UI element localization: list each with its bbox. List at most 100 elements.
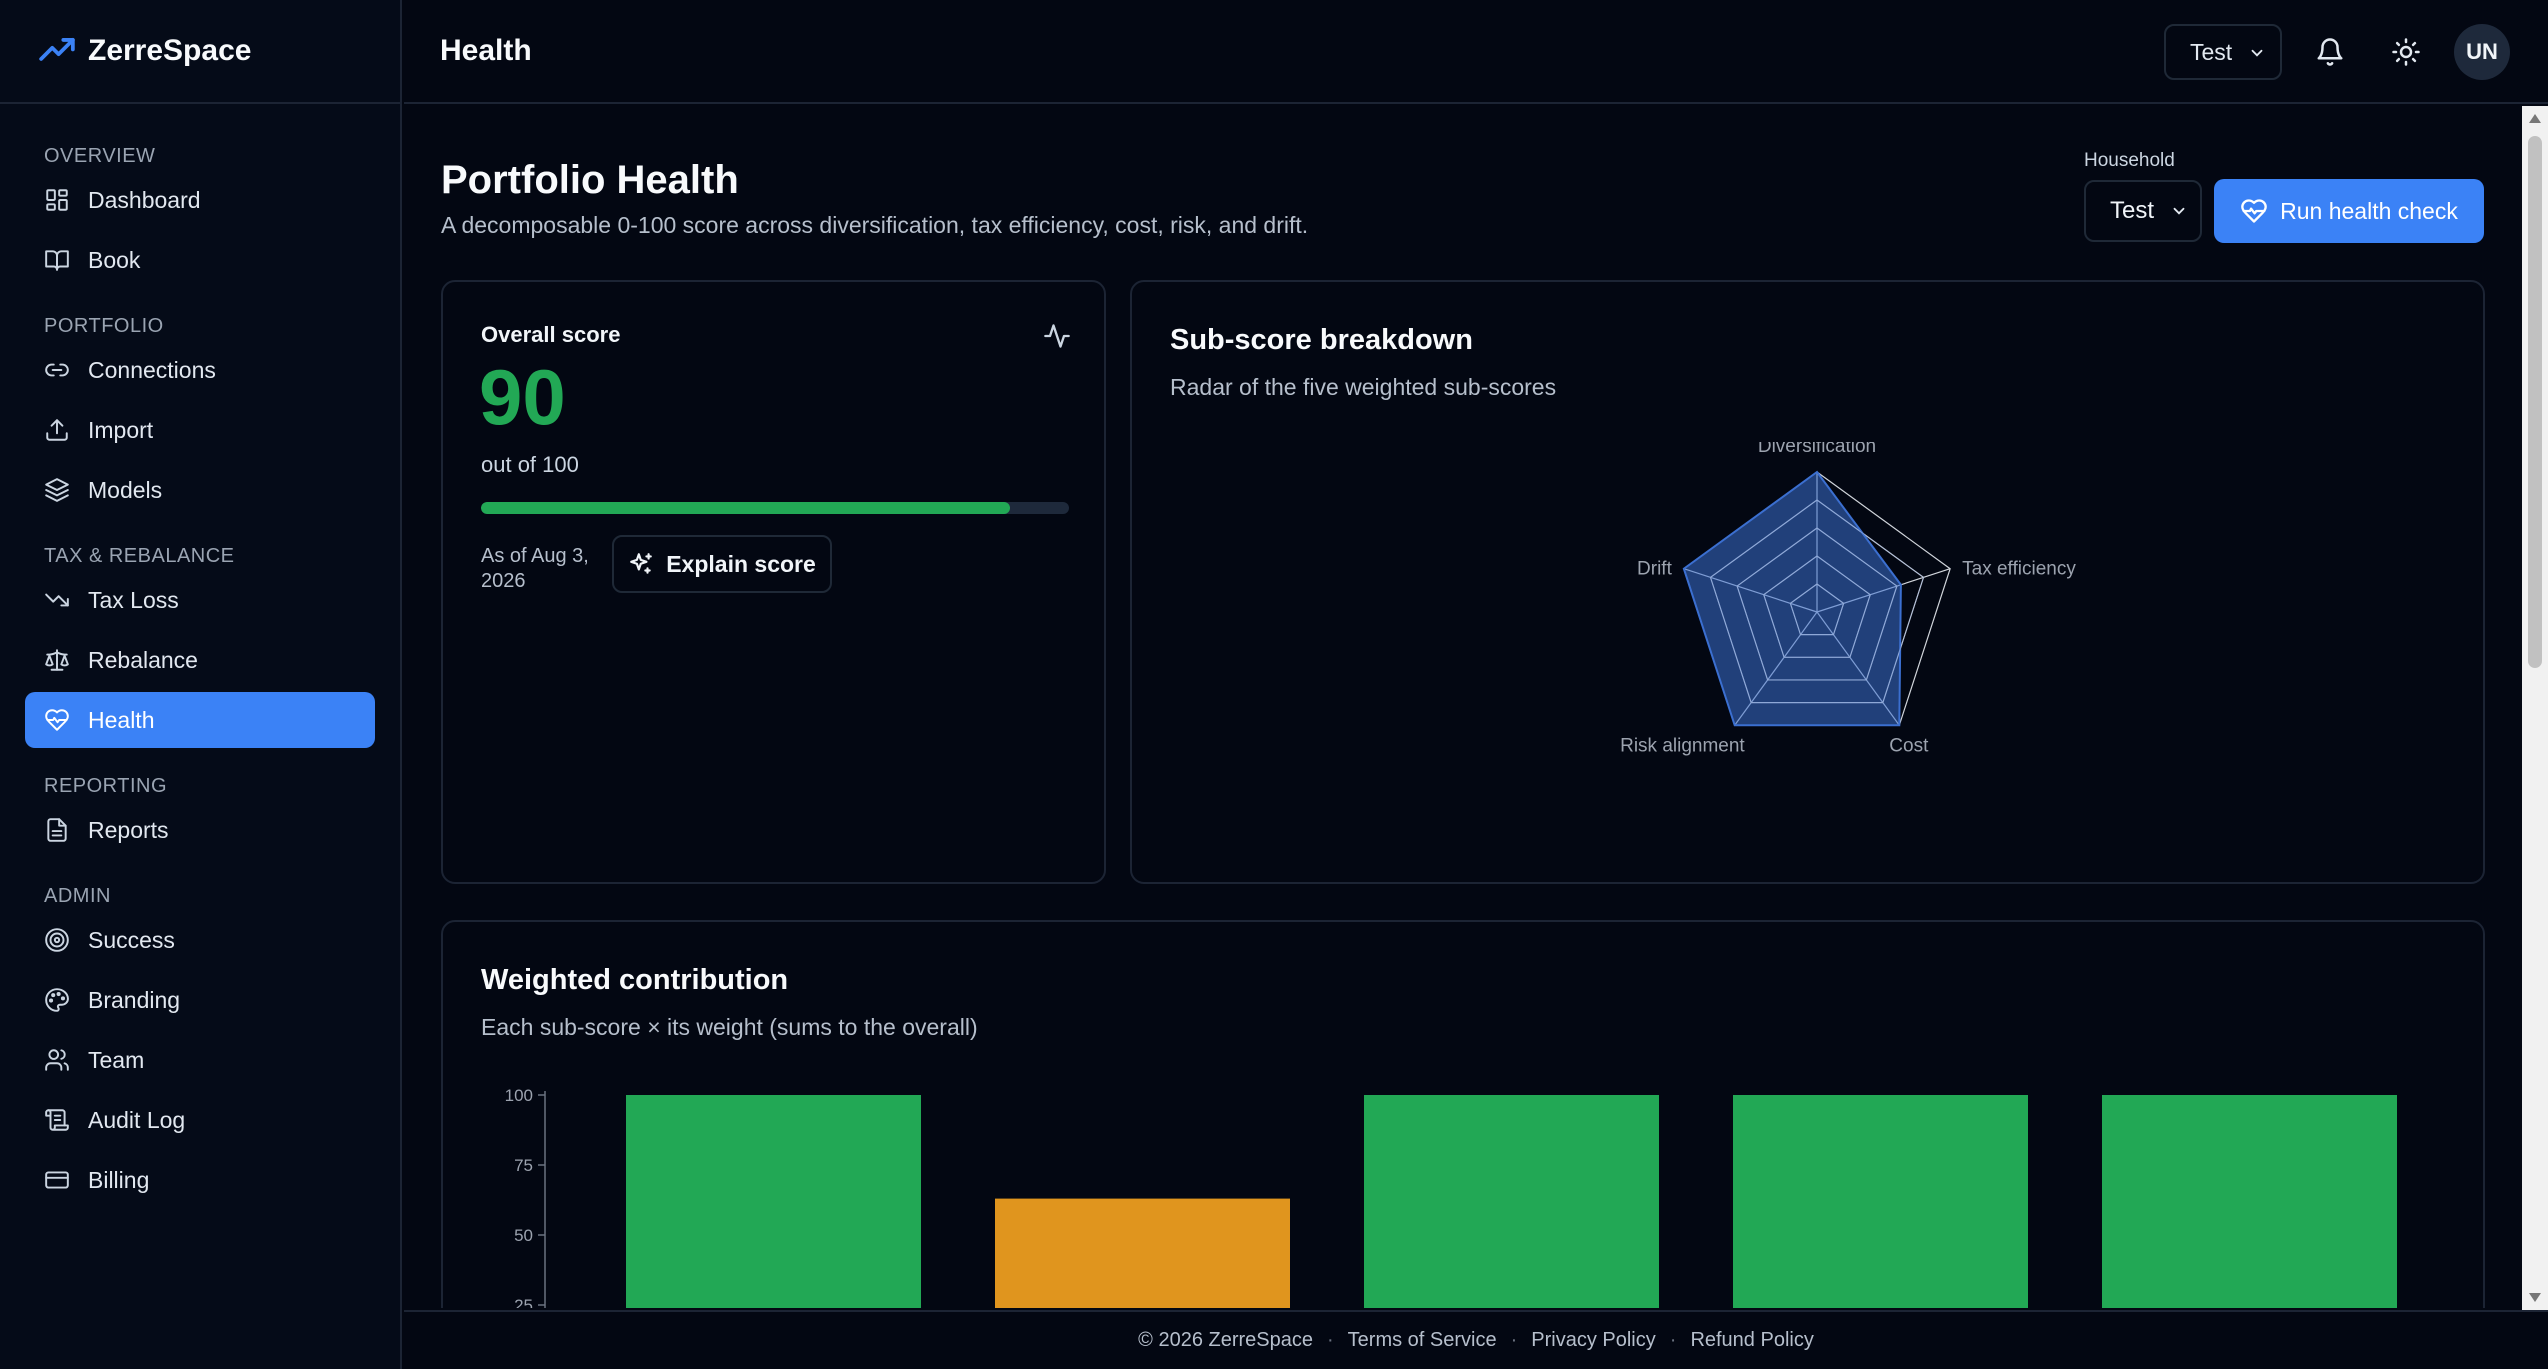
page-subtitle: A decomposable 0-100 score across divers… — [441, 212, 1309, 238]
book-icon — [43, 246, 71, 274]
bar-y-tick-label: 100 — [505, 1086, 533, 1105]
overall-score-out-of: out of 100 — [481, 452, 579, 477]
refund-link[interactable]: Refund Policy — [1690, 1329, 1814, 1351]
trending-down-icon — [43, 586, 71, 614]
bar-y-tick-label: 25 — [514, 1296, 533, 1308]
palette-icon — [43, 986, 71, 1014]
heart-pulse-icon — [43, 706, 71, 734]
sidebar-item-label: Book — [88, 246, 141, 273]
radar-grid-overlay — [1789, 583, 1845, 636]
sidebar-item-reports[interactable]: Reports — [25, 802, 375, 858]
sidebar-item-audit-log[interactable]: Audit Log — [25, 1092, 375, 1148]
sidebar-item-branding[interactable]: Branding — [25, 972, 375, 1028]
sidebar-item-dashboard[interactable]: Dashboard — [25, 172, 375, 228]
score-progress-bar — [481, 502, 1069, 514]
footer-separator: · — [1510, 1329, 1518, 1351]
main-content: Portfolio Health A decomposable 0-100 sc… — [404, 106, 2522, 1308]
sidebar-item-label: Health — [88, 706, 155, 733]
sidebar-item-book[interactable]: Book — [25, 232, 375, 288]
sidebar: ZerreSpace OVERVIEW Dashboard Book PORTFOLI… — [0, 0, 402, 1369]
radar-axis-label: Tax efficiency — [1962, 559, 2076, 580]
brand[interactable]: ZerreSpace — [0, 0, 400, 104]
scroll-up-arrow[interactable] — [2529, 114, 2541, 123]
overall-score-label: Overall score — [481, 322, 621, 347]
sub-score-breakdown-card: Sub-score breakdown Radar of the five we… — [1130, 280, 2485, 884]
nav-section-title: ADMIN — [44, 885, 111, 907]
sidebar-item-team[interactable]: Team — [25, 1032, 375, 1088]
nav-section-title: TAX & REBALANCE — [44, 545, 235, 567]
radar-card-title: Sub-score breakdown — [1170, 324, 1473, 356]
terms-link[interactable]: Terms of Service — [1347, 1329, 1497, 1351]
sparkles-icon — [630, 553, 653, 574]
sidebar-item-success[interactable]: Success — [25, 912, 375, 968]
user-avatar[interactable]: UN — [2454, 24, 2510, 80]
sidebar-nav: OVERVIEW Dashboard Book PORTFOLIO Connection… — [0, 104, 400, 1208]
sidebar-item-label: Billing — [88, 1166, 150, 1193]
sidebar-item-rebalance[interactable]: Rebalance — [25, 632, 375, 688]
as-of-date: As of Aug 3, 2026 — [481, 545, 589, 592]
nav-section-title: OVERVIEW — [44, 145, 156, 167]
scroll-icon — [43, 1106, 71, 1134]
page-title: Portfolio Health — [441, 158, 739, 202]
sidebar-item-models[interactable]: Models — [25, 462, 375, 518]
credit-card-icon — [43, 1166, 71, 1194]
bar-mark — [1733, 1095, 2028, 1308]
bar-mark — [2102, 1095, 2397, 1308]
sidebar-item-label: Tax Loss — [88, 586, 179, 613]
sidebar-item-label: Dashboard — [88, 186, 201, 213]
run-health-check-button[interactable]: Run health check — [2214, 179, 2484, 243]
radar-grid-overlay — [1736, 527, 1898, 681]
dashboard-icon — [43, 186, 71, 214]
household-label: Household — [2084, 150, 2175, 171]
radar-axis-label: Diversification — [1758, 442, 1876, 457]
heart-pulse-icon — [2241, 199, 2267, 223]
main-scrollbar[interactable] — [2522, 106, 2548, 1310]
sidebar-item-health[interactable]: Health — [25, 692, 375, 748]
household-select-value: Test — [2110, 197, 2155, 224]
theme-toggle-button[interactable] — [2378, 24, 2434, 80]
sidebar-item-billing[interactable]: Billing — [25, 1152, 375, 1208]
chevron-down-icon — [2173, 207, 2185, 215]
explain-score-button[interactable]: Explain score — [612, 535, 832, 593]
bar-y-tick-label: 50 — [514, 1226, 533, 1245]
sidebar-item-import[interactable]: Import — [25, 402, 375, 458]
brand-name: ZerreSpace — [88, 34, 252, 67]
radar-grid-overlay — [1709, 499, 1925, 704]
radar-axis-label: Risk alignment — [1620, 735, 1745, 756]
bar-mark — [626, 1095, 921, 1308]
upload-icon — [43, 416, 71, 444]
sidebar-item-tax-loss[interactable]: Tax Loss — [25, 572, 375, 628]
sidebar-item-label: Models — [88, 476, 163, 503]
privacy-link[interactable]: Privacy Policy — [1531, 1329, 1656, 1351]
sidebar-item-connections[interactable]: Connections — [25, 342, 375, 398]
workspace-select-value: Test — [2190, 38, 2233, 65]
chevron-down-icon — [2251, 49, 2263, 57]
explain-score-label: Explain score — [666, 550, 816, 577]
notifications-button[interactable] — [2302, 24, 2358, 80]
top-header: Health Test UN — [404, 0, 2548, 104]
overall-score-card: Overall score 90 out of 100 As of Aug 3,… — [441, 280, 1106, 884]
target-icon — [43, 926, 71, 954]
sidebar-item-label: Import — [88, 416, 154, 443]
scroll-thumb[interactable] — [2528, 136, 2542, 668]
footer-separator: · — [1669, 1329, 1677, 1351]
score-progress-fill — [481, 502, 1011, 514]
run-health-check-label: Run health check — [2280, 197, 2458, 224]
header-actions: Test UN — [2164, 24, 2510, 80]
sidebar-item-label: Rebalance — [88, 646, 198, 673]
workspace-select[interactable]: Test — [2164, 24, 2282, 80]
sidebar-item-label: Connections — [88, 356, 216, 383]
weighted-contribution-card: Weighted contribution Each sub-score × i… — [441, 920, 2485, 1308]
sidebar-item-label: Success — [88, 926, 175, 953]
link-icon — [43, 356, 71, 384]
bar-mark — [1364, 1095, 1659, 1308]
nav-section-title: PORTFOLIO — [44, 315, 164, 337]
file-text-icon — [43, 816, 71, 844]
household-select[interactable]: Test — [2084, 180, 2202, 242]
scroll-down-arrow[interactable] — [2529, 1293, 2541, 1302]
radar-axis-label: Cost — [1889, 735, 1929, 756]
footer: © 2026 ZerreSpace · Terms of Service · P… — [404, 1310, 2548, 1369]
sidebar-item-label: Audit Log — [88, 1106, 186, 1133]
footer-copyright: © 2026 ZerreSpace — [1138, 1329, 1313, 1351]
overall-score-value: 90 — [479, 353, 566, 441]
